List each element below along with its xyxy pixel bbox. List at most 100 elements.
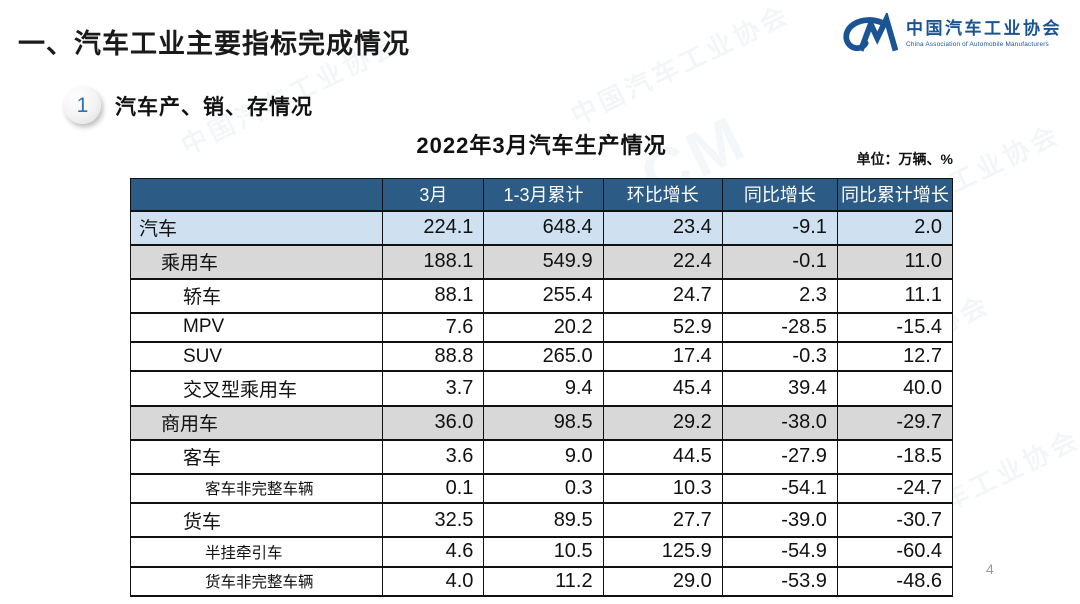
logo-name-zh: 中国汽车工业协会 [906,19,1062,39]
row-value: 11.0 [836,244,953,280]
row-value: 27.7 [602,503,723,539]
row-value: 224.1 [382,210,484,246]
row-value: 2.3 [721,278,838,314]
row-value: 7.6 [382,312,484,344]
row-value: 10.3 [602,473,723,505]
row-value: 22.4 [602,244,723,280]
row-value: 89.5 [483,503,604,539]
row-value: 24.7 [602,278,723,314]
logo-name-en: China Association of Automobile Manufact… [906,40,1049,48]
caam-logo-icon [843,13,898,52]
row-value: 3.7 [382,371,484,407]
row-value: 88.1 [382,278,484,314]
table-row: SUV 88.8 265.0 17.4 -0.3 12.7 [130,342,953,373]
row-value: 9.4 [483,371,604,407]
row-value: 0.3 [483,473,604,505]
row-value: 11.1 [836,278,953,314]
page-title: 一、汽车工业主要指标完成情况 [18,29,410,59]
row-label: 乘用车 [130,244,383,280]
row-value: 10.5 [483,537,604,568]
table-row: MPV 7.6 20.2 52.9 -28.5 -15.4 [130,312,953,344]
row-label: MPV [130,312,383,344]
table-row: 半挂牵引车 4.6 10.5 125.9 -54.9 -60.4 [130,537,953,568]
section-title: 汽车产、销、存情况 [115,95,313,119]
unit-label: 单位：万辆、% [856,151,953,167]
production-table: 3月 1-3月累计 环比增长 同比增长 同比累计增长 汽车 224.1 648.4 2… [130,178,953,598]
row-value: 9.0 [483,439,604,475]
row-value: 29.2 [602,405,723,441]
row-value: 17.4 [602,342,723,373]
row-value: 3.6 [382,439,484,475]
row-value: -39.0 [721,503,838,539]
col-header-march: 3月 [382,178,484,212]
row-label: 交叉型乘用车 [130,371,383,407]
row-label: 轿车 [130,278,383,314]
row-value: 36.0 [382,405,484,441]
col-header-category [130,178,383,212]
row-value: 255.4 [483,278,604,314]
col-header-yoy-growth: 同比增长 [721,178,838,212]
row-label: 汽车 [130,210,383,246]
row-value: -54.9 [721,537,838,568]
row-value: 32.5 [382,503,484,539]
table-row: 货车 32.5 89.5 27.7 -39.0 -30.7 [130,503,953,539]
row-value: 4.0 [382,566,484,598]
col-header-yoy-cum-growth: 同比累计增长 [836,178,953,212]
row-value: 45.4 [602,371,723,407]
row-value: 39.4 [721,371,838,407]
row-value: -27.9 [721,439,838,475]
table-row: 汽车 224.1 648.4 23.4 -9.1 2.0 [130,210,953,246]
row-value: -60.4 [836,537,953,568]
row-value: 20.2 [483,312,604,344]
row-value: 549.9 [483,244,604,280]
row-label: 客车 [130,439,383,475]
row-value: -48.6 [836,566,953,598]
row-value: -30.7 [836,503,953,539]
row-value: 40.0 [836,371,953,407]
table-row: 商用车 36.0 98.5 29.2 -38.0 -29.7 [130,405,953,441]
row-label: 客车非完整车辆 [130,473,383,505]
production-table-body: 汽车 224.1 648.4 23.4 -9.1 2.0 乘用车 188.1 549.9 22.4… [130,210,953,598]
row-value: -29.7 [836,405,953,441]
page-number: 4 [986,561,994,577]
table-row: 轿车 88.1 255.4 24.7 2.3 11.1 [130,278,953,314]
row-value: -53.9 [721,566,838,598]
table-row: 客车 3.6 9.0 44.5 -27.9 -18.5 [130,439,953,475]
row-value: 88.8 [382,342,484,373]
table-row: 交叉型乘用车 3.7 9.4 45.4 39.4 40.0 [130,371,953,407]
row-value: 0.1 [382,473,484,505]
row-label: 商用车 [130,405,383,441]
row-value: -0.3 [721,342,838,373]
row-value: 125.9 [602,537,723,568]
table-header: 3月 1-3月累计 环比增长 同比增长 同比累计增长 [130,178,953,212]
section-number: 1 [76,93,89,117]
row-value: -28.5 [721,312,838,344]
table-row: 乘用车 188.1 549.9 22.4 -0.1 11.0 [130,244,953,280]
row-value: 52.9 [602,312,723,344]
row-value: 265.0 [483,342,604,373]
row-value: 98.5 [483,405,604,441]
row-value: 188.1 [382,244,484,280]
row-value: 29.0 [602,566,723,598]
row-value: -0.1 [721,244,838,280]
row-value: -24.7 [836,473,953,505]
row-label: 半挂牵引车 [130,537,383,568]
section-heading: 1 汽车产、销、存情况 [64,87,313,124]
row-label: 货车非完整车辆 [130,566,383,598]
section-number-badge: 1 [64,87,101,124]
row-value: 44.5 [602,439,723,475]
row-value: 12.7 [836,342,953,373]
row-label: 货车 [130,503,383,539]
row-value: 11.2 [483,566,604,598]
row-value: 23.4 [602,210,723,246]
row-value: 2.0 [836,210,953,246]
row-value: -9.1 [721,210,838,246]
row-value: -54.1 [721,473,838,505]
col-header-mom-growth: 环比增长 [602,178,723,212]
row-value: -18.5 [836,439,953,475]
row-value: 648.4 [483,210,604,246]
col-header-jan-mar-total: 1-3月累计 [483,178,604,212]
table-title: 2022年3月汽车生产情况 [416,133,667,158]
row-value: 4.6 [382,537,484,568]
